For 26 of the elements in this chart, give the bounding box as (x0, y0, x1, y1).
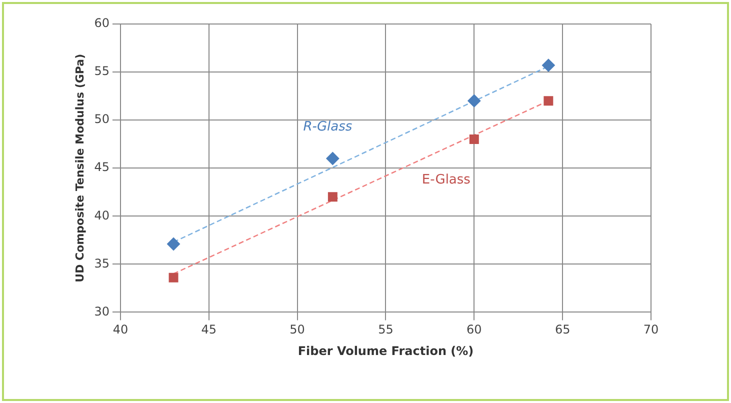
text: E-Glass (422, 172, 471, 188)
point (167, 237, 180, 250)
point (544, 96, 554, 106)
x-tick-label: 70 (643, 322, 659, 337)
x-tick-label: 50 (290, 322, 305, 337)
x-tick-label: 40 (112, 322, 128, 337)
y-tick-label: 35 (94, 256, 110, 270)
y-tick-label: 50 (94, 112, 110, 126)
y-tick-label: 45 (94, 160, 110, 174)
point (168, 272, 178, 282)
point (328, 192, 338, 202)
y-tick-label: 55 (94, 64, 110, 78)
x-tick-label: 60 (466, 322, 482, 337)
x-tick-label: 65 (554, 322, 570, 337)
point (469, 134, 479, 144)
x-axis-title: Fiber Volume Fraction (%) (298, 344, 474, 358)
x-tick-label: 55 (378, 322, 394, 337)
y-tick-label: 60 (94, 16, 110, 30)
point (326, 152, 340, 165)
point (542, 58, 555, 72)
x-tick-label: 45 (201, 322, 217, 337)
y-axis-title: UD Composite Tensile Modulus (GPa) (73, 54, 86, 282)
series-label: R-Glass (303, 119, 352, 134)
y-tick-label: 30 (94, 304, 110, 318)
point (468, 94, 481, 108)
y-tick-label: 40 (94, 208, 110, 222)
